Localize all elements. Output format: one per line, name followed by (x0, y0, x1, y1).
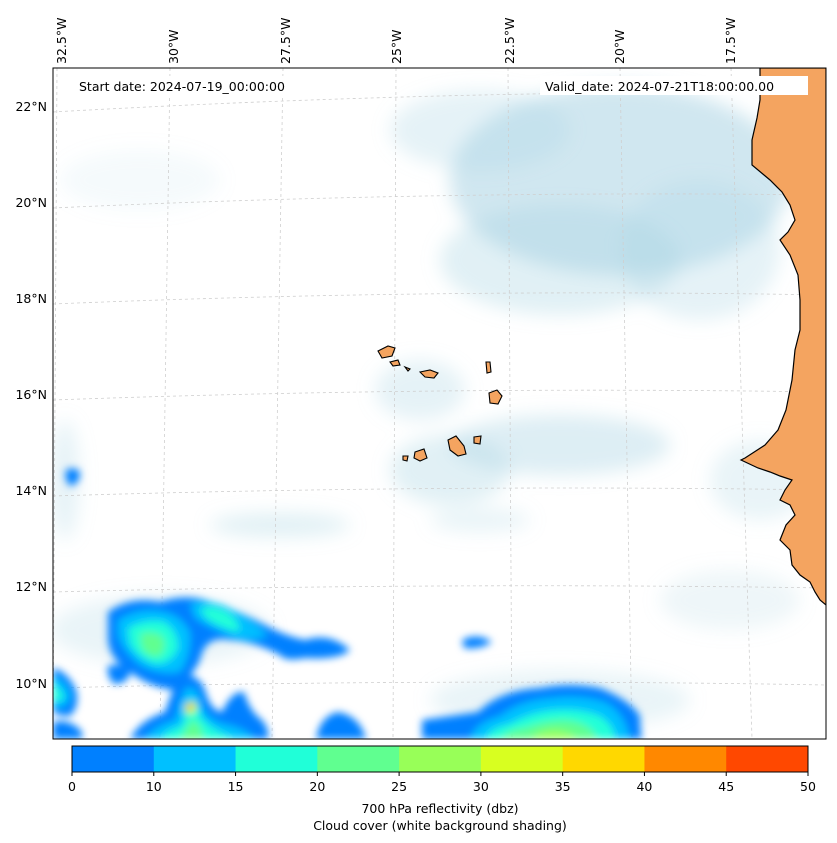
map-content (53, 68, 826, 739)
lat-label: 22°N (15, 99, 47, 114)
gridline-lat (53, 292, 826, 305)
colorbar-swatch (153, 746, 237, 772)
gridline-lat (53, 487, 826, 497)
refl-blob (500, 720, 598, 739)
island-sao-vicente (389, 359, 401, 367)
colorbar-tick-label: 25 (391, 779, 407, 794)
colorbar-tick-label: 45 (718, 779, 734, 794)
refl-blob (200, 607, 240, 632)
gridline-lon (53, 68, 58, 739)
cloud-patch (390, 90, 570, 170)
cloud-patch (53, 420, 79, 540)
cloud-cover-shading (53, 85, 810, 730)
start-date-label: Start date: 2024-07-19_00:00:00 (79, 79, 285, 94)
cloud-patch (620, 180, 780, 320)
colorbar-swatch (235, 746, 318, 772)
refl-blob (140, 632, 165, 657)
reflectivity-colorbar: 0 10 15 20 25 30 35 40 45 50 700 hPa reflectivity… (68, 745, 816, 833)
gridline-lon (271, 68, 284, 739)
colorbar-swatch (644, 746, 727, 772)
lat-label: 14°N (15, 483, 47, 498)
colorbar-swatch (562, 746, 645, 772)
lon-label: 17.5°W (723, 18, 738, 64)
colorbar-tick-label: 35 (555, 779, 571, 794)
refl-blob (160, 700, 236, 739)
lat-label: 16°N (15, 387, 47, 402)
cloud-patch (210, 513, 350, 537)
start-date-box (72, 76, 310, 95)
island-santo-antao (377, 345, 396, 359)
gridline-lon (392, 68, 397, 739)
lon-label: 32.5°W (54, 18, 69, 64)
lat-label: 20°N (15, 195, 47, 210)
colorbar-label-reflectivity: 700 hPa reflectivity (dbz) (361, 801, 518, 816)
refl-blob (462, 636, 492, 649)
map-frame (52, 67, 827, 740)
valid-date-label: Valid_date: 2024-07-21T18:00:00.00 (545, 79, 774, 94)
lon-label: 27.5°W (278, 18, 293, 64)
refl-blob (107, 664, 130, 684)
refl-blob (65, 468, 80, 486)
lon-label: 22.5°W (502, 18, 517, 64)
lat-label: 10°N (15, 676, 47, 691)
cloud-patch (660, 570, 800, 630)
cloud-patch (430, 508, 530, 532)
colorbar-tick-label: 10 (146, 779, 162, 794)
colorbar-ticks: 0 10 15 20 25 30 35 40 45 50 (68, 772, 816, 794)
island-santa-luzia (403, 365, 411, 372)
longitude-labels: 32.5°W 30°W 27.5°W 25°W 22.5°W 20°W 17.5… (54, 18, 738, 64)
lat-label: 18°N (15, 291, 47, 306)
gridline-lon (619, 68, 633, 739)
island-fogo (413, 448, 428, 462)
colorbar-swatch (480, 746, 564, 772)
colorbar-tick-label: 30 (473, 779, 489, 794)
refl-blob (316, 712, 366, 739)
gridline-lat (53, 91, 826, 113)
gridline-lon (507, 68, 513, 739)
island-brava (402, 455, 409, 462)
africa-coastline (739, 68, 826, 606)
colorbar-tick-label: 40 (636, 779, 652, 794)
colorbar-label-cloud-cover: Cloud cover (white background shading) (313, 818, 567, 833)
refl-blob (188, 704, 194, 710)
colorbar-swatch (399, 746, 482, 772)
island-sal (485, 361, 492, 374)
island-santiago (447, 435, 467, 457)
colorbar-tick-label: 15 (228, 779, 244, 794)
colorbar-tick-label: 20 (309, 779, 325, 794)
island-boa-vista (488, 389, 503, 405)
refl-blob (53, 721, 82, 739)
lon-label: 20°W (612, 29, 627, 64)
refl-blob (180, 720, 204, 739)
latitude-labels: 22°N 20°N 18°N 16°N 14°N 12°N 10°N (15, 99, 47, 691)
colorbar-swatch (72, 746, 155, 772)
cape-verde-islands (377, 345, 503, 462)
cloud-patch (375, 360, 465, 420)
cloud-patch (440, 205, 680, 315)
colorbar-swatches (72, 746, 809, 772)
colorbar-swatch (726, 746, 809, 772)
colorbar-tick-label: 0 (68, 779, 76, 794)
refl-blob (53, 684, 64, 701)
gridline-lat (53, 193, 826, 209)
gridline-lon (730, 68, 753, 739)
island-maio (473, 435, 482, 445)
reflectivity-contours (53, 468, 642, 739)
lon-label: 30°W (166, 29, 181, 64)
island-sao-nicolau (418, 369, 439, 379)
colorbar-tick-label: 50 (800, 779, 816, 794)
colorbar-frame (71, 745, 809, 773)
gridline-lat (53, 389, 826, 401)
refl-blob (530, 730, 578, 739)
refl-blob (145, 687, 255, 739)
cloud-patch (60, 150, 220, 210)
lon-label: 25°W (389, 29, 404, 64)
lat-label: 12°N (15, 579, 47, 594)
colorbar-swatch (317, 746, 400, 772)
gridline-lat (53, 585, 826, 593)
valid-date-box (540, 76, 808, 95)
